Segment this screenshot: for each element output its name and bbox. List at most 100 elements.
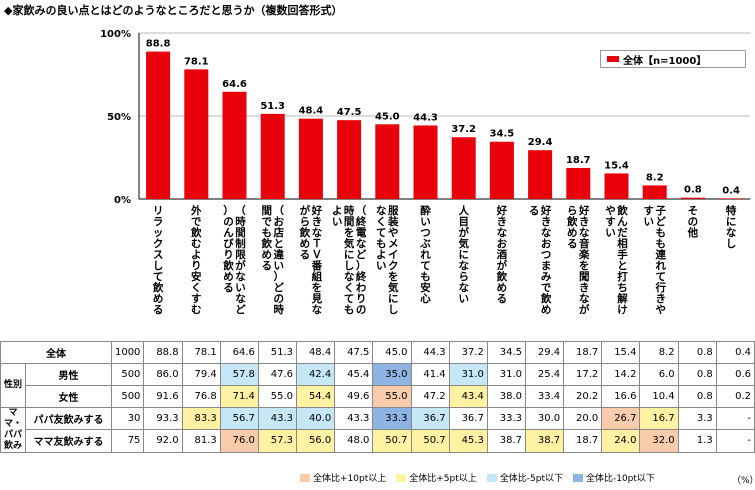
svg-text:め: め: [541, 304, 552, 316]
table-cell: 33.4: [524, 384, 565, 408]
value-label: 18.7: [566, 155, 591, 166]
svg-text:ま: ま: [541, 260, 552, 272]
svg-text:い: い: [458, 293, 469, 305]
legend-label: 全体【n=1000】: [623, 55, 707, 67]
bar: [146, 51, 171, 200]
table-cell: 32.0: [639, 429, 679, 453]
value-label: 45.0: [375, 111, 400, 122]
table-cell: 43.4: [448, 384, 488, 408]
table-cell: 38.7: [524, 429, 565, 453]
svg-text:ぶ: ぶ: [419, 238, 431, 250]
value-label: 47.5: [337, 107, 362, 118]
table-cell: 45.0: [372, 340, 412, 364]
svg-text:心: 心: [420, 293, 431, 305]
svg-text:つ: つ: [420, 227, 431, 239]
svg-text:ス: ス: [153, 249, 164, 261]
svg-text:酔: 酔: [420, 204, 431, 217]
table-cell: 30.0: [524, 406, 565, 430]
svg-text:が: が: [235, 259, 246, 272]
value-labels: 88.8 78.1 64.6 51.3 48.4 47.5 45.0 44.3 37.2 34.5…: [146, 39, 740, 197]
table-cell: 81.3: [181, 429, 221, 453]
svg-text:る: る: [497, 293, 508, 305]
bar: [680, 197, 705, 199]
table-cell: 37.2: [448, 340, 488, 364]
svg-text:も: も: [376, 238, 387, 250]
svg-text:よ: よ: [191, 249, 202, 261]
svg-text:も: も: [420, 271, 431, 283]
svg-text:見: 見: [311, 293, 323, 305]
row-n: 75: [110, 429, 145, 453]
bar: [337, 120, 362, 199]
svg-text:飲: 飲: [222, 259, 234, 272]
table-row: 性別 男性 500 86.0 79.4 57.8 47.6 42.4 45.4 35.0 41.4 3…: [0, 362, 755, 408]
svg-text:る: る: [261, 260, 272, 272]
table-cell: 83.3: [181, 406, 221, 430]
svg-text:飲: 飲: [566, 215, 578, 228]
table-cell: 26.7: [601, 406, 641, 430]
svg-text:い: い: [643, 216, 654, 228]
value-label: 8.2: [646, 172, 664, 183]
row-n: 500: [110, 384, 145, 408]
table-cell: 31.0: [486, 362, 526, 386]
svg-text:き: き: [655, 293, 666, 305]
svg-text:し: し: [153, 260, 164, 272]
svg-text:が: が: [458, 226, 469, 239]
svg-text:相: 相: [617, 237, 628, 250]
bar: [184, 69, 209, 199]
svg-text:ク: ク: [153, 238, 164, 250]
svg-text:き: き: [312, 216, 323, 228]
table-cell: 45.4: [334, 362, 374, 386]
table-cell: 71.4: [219, 384, 259, 408]
table-cell: 47.6: [257, 362, 298, 386]
svg-text:が: が: [497, 259, 508, 272]
table-cell: 8.2: [639, 340, 679, 364]
svg-text:番: 番: [311, 259, 323, 272]
table-cell: 25.4: [524, 362, 565, 386]
table-cell: 18.7: [563, 340, 603, 364]
table-cell: 49.6: [334, 384, 374, 408]
svg-text:連: 連: [655, 248, 666, 261]
svg-text:行: 行: [654, 281, 666, 294]
svg-text:好: 好: [311, 204, 323, 217]
svg-text:な: な: [356, 238, 367, 250]
svg-text:飲: 飲: [496, 270, 508, 283]
svg-text:い: い: [605, 227, 616, 239]
table-cell: 48.0: [334, 429, 374, 453]
svg-text:り: り: [223, 249, 234, 261]
svg-text:な: な: [312, 227, 323, 239]
svg-text:が: が: [579, 303, 590, 316]
svg-text:制: 制: [235, 237, 246, 250]
svg-text:終: 終: [356, 215, 367, 228]
svg-text:ん: ん: [617, 216, 628, 228]
table-cell: 24.0: [601, 429, 641, 453]
svg-text:れ: れ: [420, 249, 431, 261]
bar: [719, 198, 744, 199]
row-label: 女性: [25, 384, 112, 408]
value-label: 15.4: [604, 160, 629, 171]
svg-text:リ: リ: [153, 205, 164, 217]
value-label: 37.2: [451, 124, 476, 135]
svg-text:時: 時: [273, 303, 284, 316]
table-cell: 45.3: [448, 429, 488, 453]
svg-text:イ: イ: [388, 249, 399, 261]
svg-text:限: 限: [235, 249, 246, 261]
svg-text:な: な: [312, 304, 323, 316]
svg-text:を: を: [579, 260, 590, 272]
svg-text:め: め: [300, 238, 311, 250]
svg-text:に: に: [344, 249, 355, 261]
svg-text:安: 安: [420, 281, 431, 294]
svg-text:ち: ち: [617, 282, 628, 294]
svg-text:も: も: [344, 304, 355, 316]
svg-text:い: い: [273, 260, 284, 272]
legend-minus10: 全体比-10pt以下: [572, 471, 655, 484]
row-group-label: 性別: [0, 362, 26, 408]
table-cell: 54.4: [296, 384, 336, 408]
svg-text:で: で: [261, 216, 272, 228]
svg-text:好: 好: [578, 204, 590, 217]
svg-text:店: 店: [272, 226, 284, 239]
